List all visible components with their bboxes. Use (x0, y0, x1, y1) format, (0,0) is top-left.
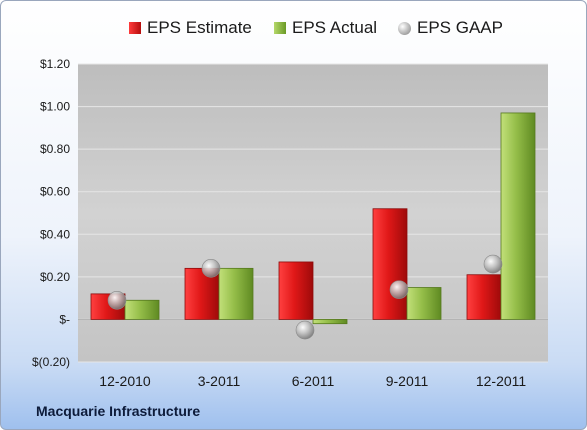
x-tick-label: 9-2011 (386, 373, 429, 389)
x-tick-label: 12-2010 (99, 373, 151, 389)
x-tick-label: 6-2011 (292, 373, 335, 389)
legend-label-estimate: EPS Estimate (147, 18, 252, 37)
legend-item-estimate: EPS Estimate (129, 18, 252, 38)
legend-marker-gaap (398, 21, 411, 35)
x-tick-label: 3-2011 (198, 373, 241, 389)
y-tick-label: $0.40 (40, 227, 70, 241)
bar-eps-estimate (372, 208, 408, 320)
y-tick-label: $1.00 (40, 100, 70, 114)
x-tick-label: 12-2011 (476, 373, 527, 389)
legend-item-gaap: EPS GAAP (398, 18, 503, 38)
y-tick-label: $(0.20) (32, 355, 70, 369)
legend-label-actual: EPS Actual (292, 18, 378, 37)
marker-eps-gaap (483, 254, 503, 274)
bar-eps-actual (500, 112, 536, 320)
company-name: Macquarie Infrastructure (36, 403, 201, 419)
bar-eps-actual (406, 287, 442, 320)
y-tick-label: $1.20 (40, 57, 70, 71)
chart-legend: EPS Estimate EPS Actual EPS GAAP (1, 18, 586, 42)
bar-eps-actual (124, 299, 160, 320)
y-tick-label: $0.60 (40, 185, 70, 199)
legend-swatch-estimate (129, 22, 141, 34)
y-tick-label: $0.80 (40, 142, 70, 156)
bar-eps-actual (312, 319, 348, 325)
legend-label-gaap: EPS GAAP (417, 18, 503, 37)
marker-eps-gaap (389, 280, 409, 299)
legend-swatch-actual (274, 22, 286, 34)
bar-eps-actual (218, 267, 254, 320)
marker-eps-gaap (201, 259, 221, 278)
y-tick-label: $0.20 (40, 270, 70, 284)
y-tick-label: $- (59, 312, 70, 326)
marker-eps-gaap (295, 320, 315, 340)
legend-item-actual: EPS Actual (274, 18, 377, 38)
bar-eps-estimate (278, 261, 314, 320)
eps-chart: $(0.20)$-$0.20$0.40$0.60$0.80$1.00$1.20 … (32, 57, 548, 389)
bar-eps-estimate (466, 274, 502, 320)
marker-eps-gaap (107, 290, 127, 310)
